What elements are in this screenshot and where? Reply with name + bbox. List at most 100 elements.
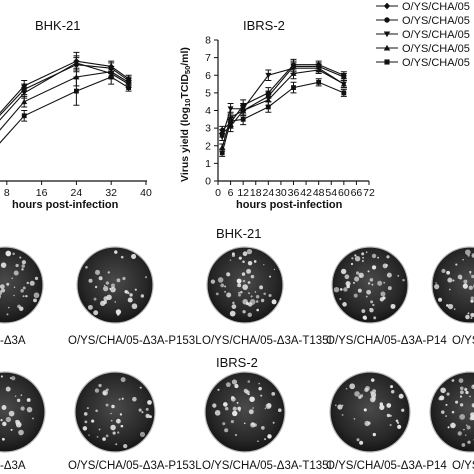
plaque xyxy=(467,254,470,257)
plaque xyxy=(229,310,236,317)
plaque xyxy=(277,408,282,413)
plaque xyxy=(116,278,121,283)
plaque xyxy=(470,414,474,421)
plaque xyxy=(448,288,451,291)
plaque xyxy=(246,268,252,274)
plaque xyxy=(460,277,462,280)
bhk21-plate-label-1: -Δ3A xyxy=(0,335,26,347)
legend-marker-triangle-up xyxy=(383,44,391,51)
plaque xyxy=(225,382,231,388)
legend-marker-triangle-down xyxy=(383,31,391,38)
plaque xyxy=(354,256,361,262)
plate-well xyxy=(331,246,409,324)
bhk21-plate-4 xyxy=(331,246,409,324)
plaque xyxy=(117,431,120,434)
plaque xyxy=(377,280,383,286)
plaque xyxy=(238,291,241,294)
data-point-triangle-up xyxy=(290,70,297,76)
plaque xyxy=(83,412,88,416)
plaque xyxy=(11,277,14,280)
plaque xyxy=(236,278,242,284)
plaque xyxy=(138,408,142,412)
plaque xyxy=(234,433,238,437)
plaque xyxy=(110,283,116,288)
plaque xyxy=(455,400,459,404)
plaque xyxy=(241,272,246,276)
plaque xyxy=(242,310,246,314)
plaque xyxy=(386,272,392,278)
plaque xyxy=(34,276,39,281)
plaque xyxy=(370,300,374,304)
plaque xyxy=(446,392,450,396)
legend-label: O/YS/CHA/05 xyxy=(402,57,470,69)
data-point-square xyxy=(108,74,114,80)
plaque xyxy=(341,414,344,416)
plaque xyxy=(33,292,40,299)
plaque xyxy=(402,278,405,282)
plaque xyxy=(264,407,267,410)
data-point-square xyxy=(240,116,246,122)
plaque xyxy=(469,395,471,398)
plaque-plates xyxy=(0,246,474,453)
plaque xyxy=(379,402,384,406)
plaque xyxy=(19,256,22,259)
plaque xyxy=(230,396,236,402)
plaque xyxy=(387,286,392,291)
plaque xyxy=(459,413,466,420)
plaque xyxy=(465,314,470,320)
bhk21-plate-2 xyxy=(76,246,154,324)
data-point-triangle-up xyxy=(21,98,28,105)
plaque xyxy=(438,397,442,401)
plaque xyxy=(253,260,257,263)
plaque xyxy=(459,403,464,407)
plaque xyxy=(372,432,376,437)
plaque xyxy=(21,260,27,265)
plaque xyxy=(86,407,89,410)
data-point-square xyxy=(126,85,131,90)
plaque xyxy=(362,260,364,262)
plaque xyxy=(120,377,126,383)
plaque xyxy=(124,290,128,294)
bhk21-plate-label-4: O/YS/CHA/05-Δ3A-P14 xyxy=(326,335,447,347)
plaque xyxy=(240,290,243,294)
plaque xyxy=(242,251,248,257)
plaque xyxy=(269,275,272,278)
plaque xyxy=(358,395,362,399)
plaque xyxy=(234,384,239,389)
x-tick-label: 24 xyxy=(262,187,274,199)
plate-well xyxy=(204,371,286,453)
plaque xyxy=(459,386,464,391)
plaque xyxy=(345,281,351,287)
plaque xyxy=(247,312,252,318)
plaque xyxy=(19,306,24,311)
plaque xyxy=(267,434,272,439)
ibrs2-plate-5 xyxy=(429,371,474,453)
plaque xyxy=(386,255,390,259)
plaque xyxy=(238,256,242,260)
plaque xyxy=(353,293,358,298)
plaque xyxy=(369,307,374,313)
plaque xyxy=(111,404,115,409)
plaque xyxy=(339,297,342,301)
plaque xyxy=(379,297,384,302)
plaque xyxy=(359,440,364,445)
plaque xyxy=(377,256,380,259)
plaque xyxy=(272,421,275,424)
x-tick-label: 30 xyxy=(275,187,287,199)
ibrs2-plate-label-2: O/YS/CHA/05-Δ3A-P153L xyxy=(68,460,202,472)
plaque xyxy=(98,428,101,431)
plaque xyxy=(372,389,377,394)
plaque xyxy=(370,396,376,403)
plaque xyxy=(367,421,371,425)
bhk21-plate-3 xyxy=(206,246,284,324)
ibrs2-plate-label-3: O/YS/CHA/05-Δ3A-T135I xyxy=(202,460,332,472)
legend: O/YS/CHA/05 O/YS/CHA/05 O/YS/CHA/05 O/YS/CH… xyxy=(376,1,470,69)
plaque xyxy=(458,378,464,383)
plaque xyxy=(5,386,11,392)
plaque xyxy=(434,284,440,290)
plaque xyxy=(22,286,26,290)
plaque xyxy=(250,295,253,298)
plaque xyxy=(102,285,109,292)
series-line-square xyxy=(221,81,345,153)
